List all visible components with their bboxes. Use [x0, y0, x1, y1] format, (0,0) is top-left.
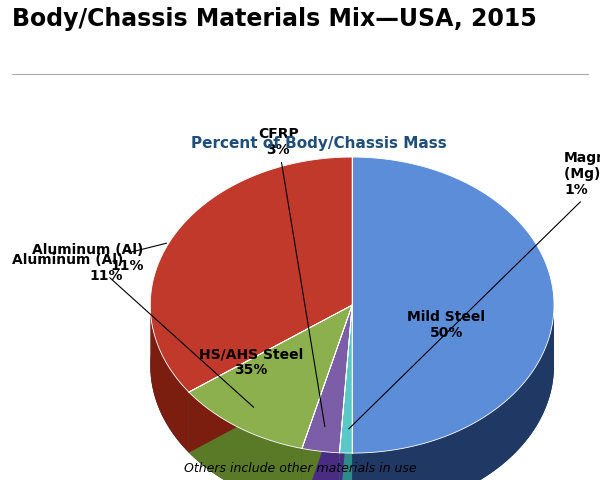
- Text: CFRP
3%: CFRP 3%: [258, 127, 325, 427]
- Polygon shape: [302, 305, 352, 480]
- Text: Aluminum (Al)
11%: Aluminum (Al) 11%: [12, 243, 167, 283]
- Polygon shape: [189, 392, 302, 480]
- Polygon shape: [150, 157, 352, 392]
- Text: Others include other materials in use: Others include other materials in use: [184, 462, 416, 475]
- Text: Magnesium
(Mg), other
1%: Magnesium (Mg), other 1%: [349, 151, 600, 429]
- Polygon shape: [340, 305, 352, 453]
- Polygon shape: [340, 305, 352, 480]
- Text: Aluminum (Al)
11%: Aluminum (Al) 11%: [32, 243, 254, 407]
- Polygon shape: [302, 305, 352, 480]
- Polygon shape: [150, 306, 189, 453]
- Polygon shape: [340, 453, 352, 480]
- Polygon shape: [189, 305, 352, 448]
- Polygon shape: [151, 217, 554, 480]
- Text: Percent of Body/Chassis Mass: Percent of Body/Chassis Mass: [191, 136, 446, 151]
- Polygon shape: [352, 306, 554, 480]
- Text: HS/AHS Steel
35%: HS/AHS Steel 35%: [199, 347, 304, 377]
- Polygon shape: [352, 157, 554, 453]
- Polygon shape: [302, 448, 340, 480]
- Text: Mild Steel
50%: Mild Steel 50%: [407, 310, 485, 340]
- Polygon shape: [189, 305, 352, 453]
- Polygon shape: [340, 305, 352, 480]
- Polygon shape: [189, 305, 352, 453]
- Text: Body/Chassis Materials Mix—USA, 2015: Body/Chassis Materials Mix—USA, 2015: [12, 7, 537, 31]
- Polygon shape: [302, 305, 352, 453]
